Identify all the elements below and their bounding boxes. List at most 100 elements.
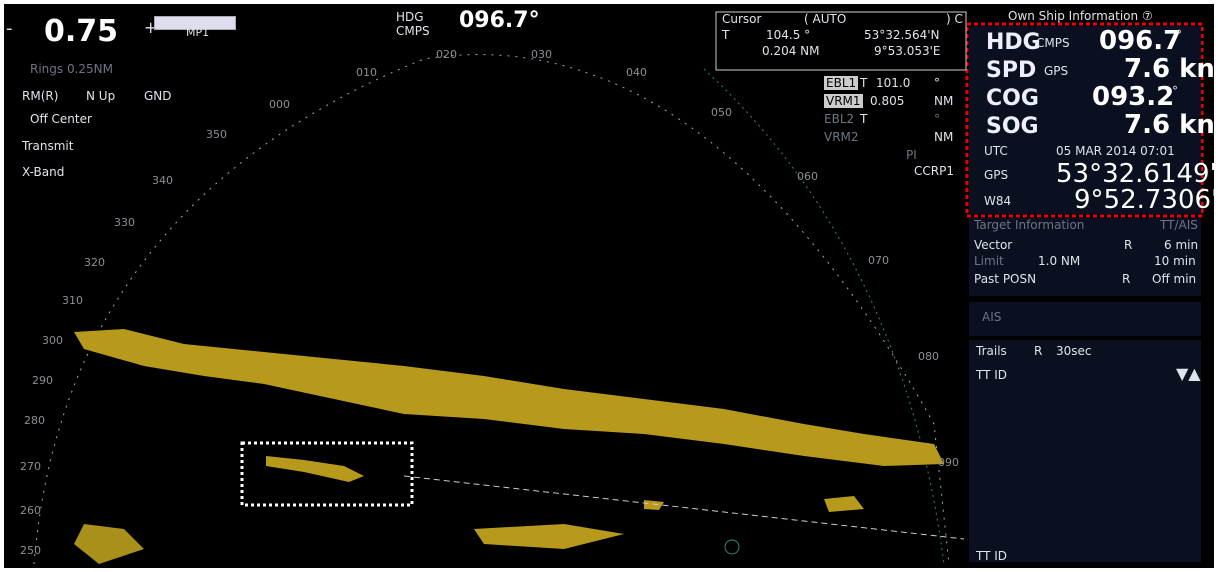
bearing-label: 080 <box>918 350 939 363</box>
bearing-label: 290 <box>32 374 53 387</box>
radar-echo <box>74 329 944 466</box>
bearing-label: 280 <box>24 414 45 427</box>
limit-range: 1.0 NM <box>1038 254 1081 268</box>
target-title: Target Information <box>974 218 1085 232</box>
center[interactable]: Off Center <box>30 112 92 126</box>
status[interactable]: Transmit <box>22 139 74 153</box>
range-down[interactable]: - <box>6 18 13 39</box>
ebl1-label[interactable]: EBL1 <box>824 76 859 90</box>
hdg-label: HDG <box>396 10 424 24</box>
own-ship-title: Own Ship Information ⑦ <box>1008 9 1153 23</box>
vrm1-unit: NM <box>934 94 954 108</box>
rings: Rings 0.25NM <box>30 62 114 76</box>
motion[interactable]: RM(R) <box>22 89 59 103</box>
gps-lon: 9°52.7306'E <box>1074 185 1214 215</box>
sog-label: SOG <box>986 114 1039 139</box>
stabilization[interactable]: GND <box>144 89 172 103</box>
hdg-value: 096.7 <box>1099 26 1182 56</box>
highlight-box <box>965 22 1204 218</box>
spd-label: SPD <box>986 58 1037 83</box>
vector-label: Vector <box>974 238 1013 252</box>
cursor-box <box>715 11 967 71</box>
utc-label: UTC <box>984 144 1008 158</box>
target-mode: TT/AIS <box>1160 218 1198 232</box>
band[interactable]: X-Band <box>22 165 65 179</box>
cog-label: COG <box>986 86 1039 111</box>
cog-unit: ° <box>1172 84 1178 98</box>
bearing-label: 070 <box>868 254 889 267</box>
vrm2-label[interactable]: VRM2 <box>824 130 859 144</box>
radar-graphics <box>33 11 1204 565</box>
bearing-label: 350 <box>206 128 227 141</box>
cursor-bearing: 104.5 ° <box>766 28 811 42</box>
radar-echo <box>74 524 144 564</box>
ebl-line <box>403 475 965 540</box>
orientation[interactable]: N Up <box>86 89 116 103</box>
vrm1-value: 0.805 <box>870 94 905 108</box>
radar-screen: - 0.75 + MP1 Rings 0.25NM RM(R) N Up GND… <box>4 4 1214 568</box>
spd-source: GPS <box>1044 64 1069 78</box>
bearing-label: 050 <box>711 106 732 119</box>
vector-value: 6 min <box>1164 238 1199 252</box>
hdg-value: 096.7° <box>459 8 540 33</box>
range-value: 0.75 <box>44 14 119 49</box>
bearing-label: 260 <box>20 504 41 517</box>
vector-mode: R <box>1124 238 1133 252</box>
hdg-source: CMPS <box>396 24 430 38</box>
own-ship-panel <box>969 26 1201 214</box>
ebl2-unit: ° <box>934 112 940 126</box>
tt-panel <box>969 340 1201 562</box>
limit-value: 10 min <box>1154 254 1196 268</box>
ccrp[interactable]: CCRP1 <box>914 164 954 178</box>
cursor-ref: T <box>722 28 730 42</box>
bearing-label: 090 <box>938 456 959 469</box>
cursor-lon: 9°53.053'E <box>874 44 941 58</box>
gps-label: GPS <box>984 168 1009 182</box>
hdg-source: CMPS <box>1036 36 1070 50</box>
past-value: Off min <box>1152 272 1197 286</box>
ebl1-ref: T <box>860 76 868 90</box>
bearing-label: 060 <box>797 170 818 183</box>
tt-id: TT ID <box>976 368 1008 382</box>
pi[interactable]: PI <box>906 148 917 162</box>
highlight-box <box>240 441 414 507</box>
sog-value: 7.6 kn <box>1124 110 1214 140</box>
vrm1-label[interactable]: VRM1 <box>824 94 863 108</box>
radar-echo <box>644 500 664 510</box>
gps-lat: 53°32.6149'N <box>1056 159 1214 189</box>
cursor-mark <box>724 539 740 555</box>
bearing-label: 300 <box>42 334 63 347</box>
target-panel <box>969 218 1201 296</box>
bearing-label: 310 <box>62 294 83 307</box>
ebl2-label[interactable]: EBL2 <box>824 112 855 126</box>
radar-echo <box>266 456 364 482</box>
trails-value: 30sec <box>1056 344 1092 358</box>
past-label: Past POSN <box>974 272 1037 286</box>
bearing-label: 340 <box>152 174 173 187</box>
vrm2-unit: NM <box>934 130 954 144</box>
ebl2-ref: T <box>860 112 868 126</box>
range-ring <box>703 68 945 565</box>
bearing-label: 010 <box>356 66 377 79</box>
trails-mode: R <box>1034 344 1043 358</box>
hdg-label: HDG <box>986 30 1041 55</box>
spd-value: 7.6 kn <box>1124 54 1214 84</box>
mode: MP1 <box>186 26 210 39</box>
bearing-label: 040 <box>626 66 647 79</box>
past-mode: R <box>1122 272 1131 286</box>
bearing-label: 020 <box>436 48 457 61</box>
bearing-label: 320 <box>84 256 105 269</box>
cursor-suffix: ) C <box>946 12 963 26</box>
cursor-mode: ( AUTO <box>804 12 847 26</box>
tt-id-bottom: TT ID <box>976 549 1008 563</box>
bearing-label: 030 <box>531 48 552 61</box>
ebl1-value: 101.0 <box>876 76 911 90</box>
bearing-scale-ring <box>33 54 950 565</box>
radar-echo <box>474 524 624 549</box>
utc-value: 05 MAR 2014 07:01 <box>1056 144 1175 158</box>
bearing-label: 330 <box>114 216 135 229</box>
cursor-label: Cursor <box>722 12 762 26</box>
ais[interactable]: AIS <box>982 310 1002 324</box>
limit-label: Limit <box>974 254 1004 268</box>
scroll-arrows[interactable]: ▼▲ <box>1176 364 1201 383</box>
